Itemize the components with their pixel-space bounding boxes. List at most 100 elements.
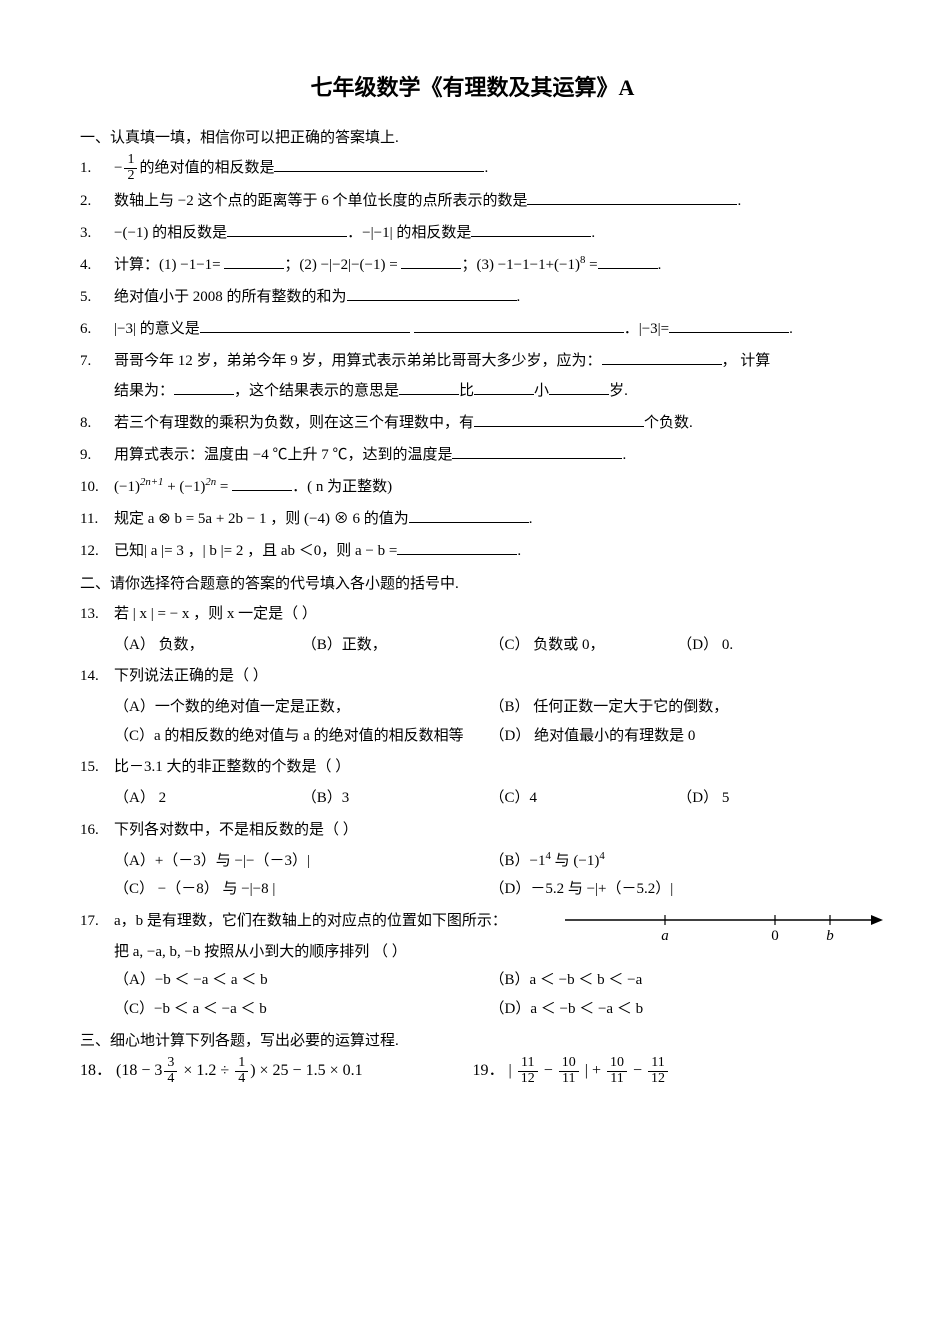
q-body: 哥哥今年 12 岁，弟弟今年 9 岁，用算式表示弟弟比哥哥大多少岁，应为：， 计… xyxy=(114,346,865,406)
text: 小 xyxy=(534,383,549,399)
fraction: 1011 xyxy=(559,1056,579,1086)
text: ， 计算 xyxy=(722,353,771,369)
numberline-figure: a0b xyxy=(565,894,885,944)
option-c[interactable]: （C）a 的相反数的绝对值与 a 的绝对值的相反数相等 xyxy=(114,722,490,751)
q14: 14. 下列说法正确的是（ ） xyxy=(80,661,865,691)
frac-num: 10 xyxy=(607,1056,627,1072)
frac-den: 11 xyxy=(607,1072,627,1087)
q-number: 3. xyxy=(80,218,114,248)
q-number: 16. xyxy=(80,815,114,845)
q13-options: （A） 负数， （B）正数， （C） 负数或 0， （D） 0. xyxy=(114,631,865,660)
page: 七年级数学《有理数及其运算》A 一、认真填一填，相信你可以把正确的答案填上. 1… xyxy=(0,0,945,1337)
blank[interactable] xyxy=(598,253,658,269)
option-a[interactable]: （A）一个数的绝对值一定是正数， xyxy=(114,693,490,722)
blank[interactable] xyxy=(474,411,644,427)
option-c[interactable]: （C）4 xyxy=(490,784,678,813)
text: . xyxy=(622,447,626,463)
q19: 19． | 1112 − 1011 | + 1011 − 1112 xyxy=(473,1056,866,1087)
q-number: 13. xyxy=(80,599,114,629)
fraction: 34 xyxy=(164,1056,177,1086)
text: 数轴上与 −2 这个点的距离等于 6 个单位长度的点所表示的数是 xyxy=(114,193,527,209)
q6: 6. |−3| 的意义是．|−3|=. xyxy=(80,314,865,344)
q-number: 14. xyxy=(80,661,114,691)
option-b[interactable]: （B）a ＜ −b ＜ b ＜ −a xyxy=(490,966,866,995)
option-b[interactable]: （B）3 xyxy=(302,784,490,813)
q-number: 5. xyxy=(80,282,114,312)
option-d[interactable]: （D） 绝对值最小的有理数是 0 xyxy=(490,722,866,751)
blank[interactable] xyxy=(232,475,292,491)
option-c[interactable]: （C）−b ＜ a ＜ −a ＜ b xyxy=(114,995,490,1024)
option-d[interactable]: （D） 0. xyxy=(677,631,865,660)
q3: 3. −(−1) 的相反数是．−|−1| 的相反数是. xyxy=(80,218,865,248)
option-a[interactable]: （A） 负数， xyxy=(114,631,302,660)
option-d[interactable]: （D） 5 xyxy=(677,784,865,813)
blank[interactable] xyxy=(549,379,609,395)
q7: 7. 哥哥今年 12 岁，弟弟今年 9 岁，用算式表示弟弟比哥哥大多少岁，应为：… xyxy=(80,346,865,406)
blank[interactable] xyxy=(669,317,789,333)
text: 结果为： xyxy=(114,383,174,399)
q15: 15. 比－3.1 大的非正整数的个数是（ ） xyxy=(80,752,865,782)
blank[interactable] xyxy=(409,507,529,523)
option-b[interactable]: （B） 任何正数一定大于它的倒数， xyxy=(490,693,866,722)
option-d[interactable]: （D）a ＜ −b ＜ −a ＜ b xyxy=(490,995,866,1024)
q-number: 6. xyxy=(80,314,114,344)
q1: 1. −12的绝对值的相反数是. xyxy=(80,153,865,184)
blank[interactable] xyxy=(452,443,622,459)
text: 用算式表示：温度由 −4 ℃上升 7 ℃，达到的温度是 xyxy=(114,447,452,463)
blank[interactable] xyxy=(274,156,484,172)
q13: 13. 若 | x | = − x ，则 x 一定是（ ） xyxy=(80,599,865,629)
q-body: 若三个有理数的乘积为负数，则在这三个有理数中，有 个负数. xyxy=(114,408,865,438)
option-a[interactable]: （A）−b ＜ −a ＜ a ＜ b xyxy=(114,966,490,995)
q-number: 18． xyxy=(80,1062,112,1079)
text: ．|−3|= xyxy=(624,321,669,337)
exponent: 2n xyxy=(205,476,216,488)
q-number: 8. xyxy=(80,408,114,438)
option-a[interactable]: （A） 2 xyxy=(114,784,302,813)
blank[interactable] xyxy=(200,317,410,333)
frac-den: 2 xyxy=(124,169,137,184)
q-number: 1. xyxy=(80,153,114,184)
q-stem: 下列说法正确的是（ ） xyxy=(114,661,865,691)
text: + (−1) xyxy=(163,479,205,495)
option-c[interactable]: （C） −（－8） 与 −|−8 | xyxy=(114,875,490,904)
q-number: 10. xyxy=(80,472,114,502)
text: |−3| 的意义是 xyxy=(114,321,200,337)
option-a[interactable]: （A）+（－3）与 −|−（－3）| xyxy=(114,847,490,876)
text: × 1.2 ÷ xyxy=(179,1062,233,1079)
blank[interactable] xyxy=(174,379,234,395)
frac-den: 4 xyxy=(235,1072,248,1087)
text: 个负数. xyxy=(644,415,693,431)
blank[interactable] xyxy=(347,285,517,301)
frac-num: 10 xyxy=(559,1056,579,1072)
q-number: 17. xyxy=(80,906,114,936)
blank[interactable] xyxy=(397,539,517,555)
text: . xyxy=(591,225,595,241)
text: . xyxy=(529,511,533,527)
text: ，这个结果表示的意思是 xyxy=(234,383,399,399)
blank[interactable] xyxy=(602,349,722,365)
blank[interactable] xyxy=(224,253,284,269)
text: 若三个有理数的乘积为负数，则在这三个有理数中，有 xyxy=(114,415,474,431)
option-b[interactable]: （B）正数， xyxy=(302,631,490,660)
blank[interactable] xyxy=(474,379,534,395)
fraction: 14 xyxy=(235,1056,248,1086)
text: . xyxy=(517,289,521,305)
q-number: 9. xyxy=(80,440,114,470)
text: (18 − 3 xyxy=(116,1062,162,1079)
blank[interactable] xyxy=(527,189,737,205)
option-c[interactable]: （C） 负数或 0， xyxy=(490,631,678,660)
q-body: 规定 a ⊗ b = 5a + 2b − 1 ，则 (−4) ⊗ 6 的值为. xyxy=(114,504,865,534)
blank[interactable] xyxy=(401,253,461,269)
blank[interactable] xyxy=(414,317,624,333)
frac-num: 11 xyxy=(648,1056,668,1072)
svg-text:a: a xyxy=(661,928,669,944)
blank[interactable] xyxy=(227,221,347,237)
numberline-svg: a0b xyxy=(565,894,885,944)
blank[interactable] xyxy=(399,379,459,395)
q-body: −(−1) 的相反数是．−|−1| 的相反数是. xyxy=(114,218,865,248)
fraction: 12 xyxy=(124,153,137,183)
option-b[interactable]: （B）−14 与 (−1)4 xyxy=(490,847,866,876)
q4: 4. 计算：(1) −1−1= ；(2) −|−2|−(−1) = ；(3) −… xyxy=(80,250,865,280)
section3-heading: 三、细心地计算下列各题，写出必要的运算过程. xyxy=(80,1029,865,1050)
blank[interactable] xyxy=(471,221,591,237)
